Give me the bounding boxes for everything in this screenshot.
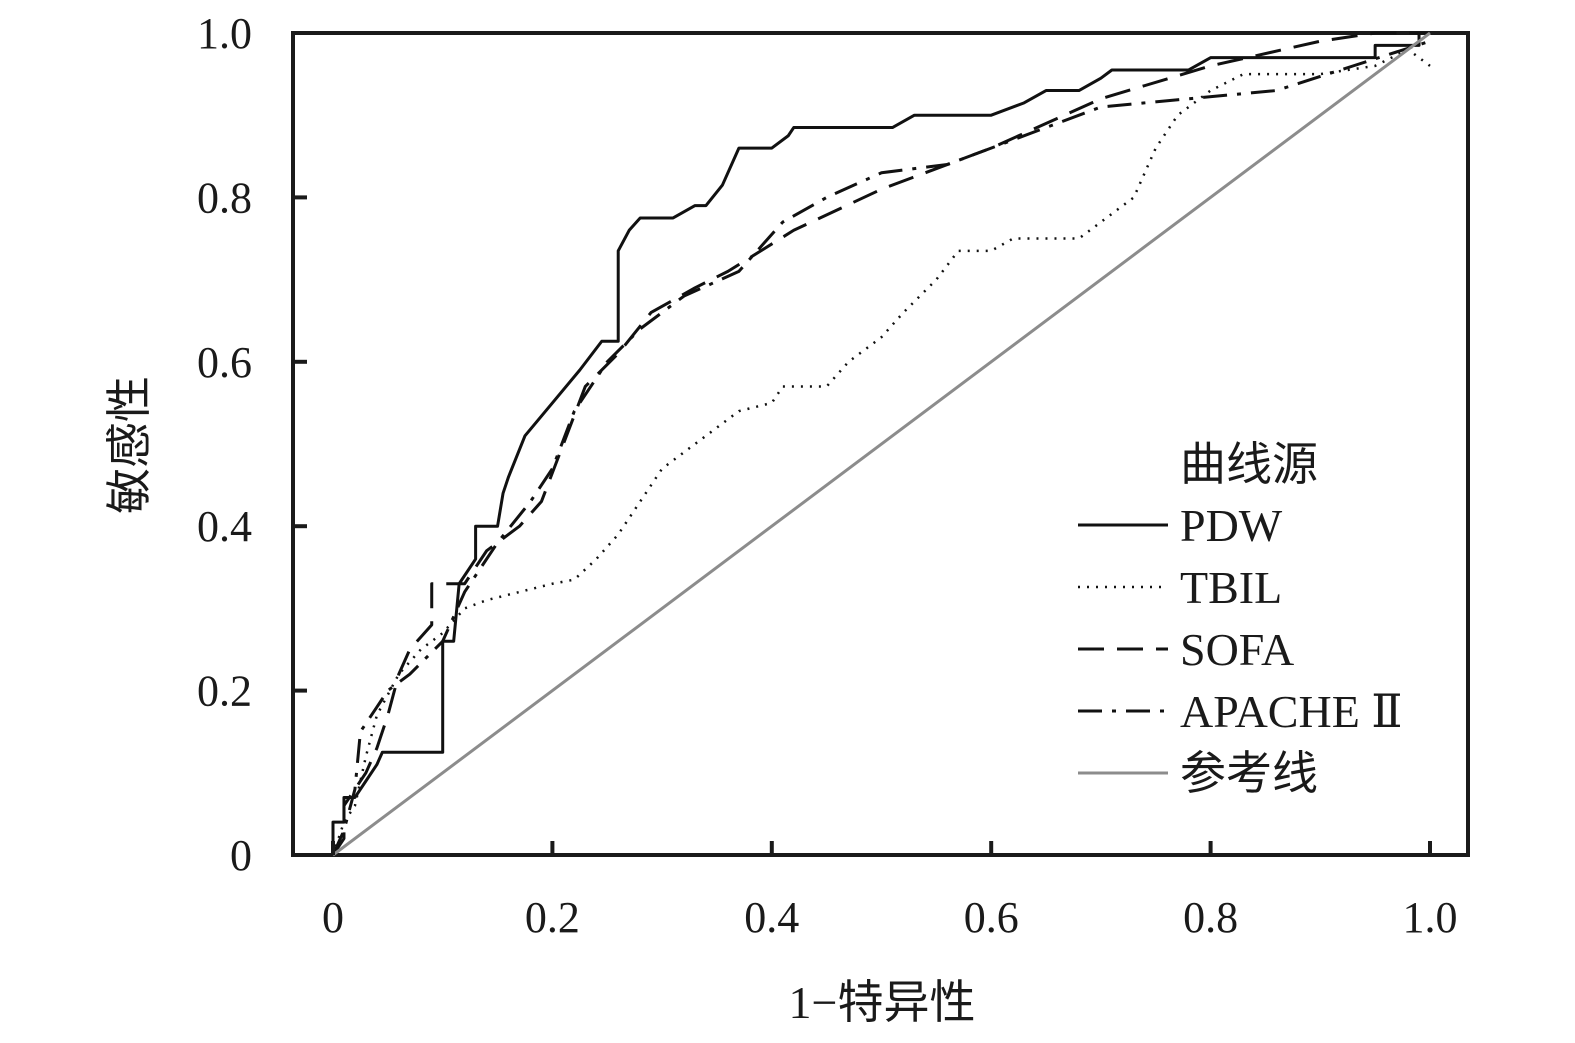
y-tick-label: 0.2 — [197, 667, 252, 716]
series-line-1 — [331, 48, 1431, 856]
x-tick-label: 0.6 — [964, 893, 1019, 942]
x-tick-label: 0 — [322, 893, 344, 942]
x-tick-label: 0.2 — [525, 893, 580, 942]
series-line-2 — [331, 31, 1430, 856]
legend-label-0: PDW — [1180, 500, 1283, 551]
series-line-0 — [331, 31, 1430, 855]
y-tick-label: 0.8 — [197, 173, 252, 222]
legend-label-2: SOFA — [1180, 624, 1294, 675]
x-tick-label: 1.0 — [1403, 893, 1458, 942]
legend-label-4: 参考线 — [1180, 748, 1318, 799]
legend-label-1: TBIL — [1180, 562, 1282, 613]
x-tick-label: 0.8 — [1183, 893, 1238, 942]
y-tick-label: 1.0 — [197, 9, 252, 58]
y-tick-label: 0.6 — [197, 338, 252, 387]
plot-frame — [291, 31, 1470, 857]
x-tick-label: 0.4 — [744, 893, 799, 942]
legend-label-3: APACHE Ⅱ — [1180, 686, 1403, 737]
y-tick-label: 0 — [230, 831, 252, 880]
y-tick-label: 0.4 — [197, 502, 252, 551]
series-line-3 — [331, 39, 1431, 856]
axis-ticks: 0 0 0.2 0.2 0.4 0.4 0.6 0.6 0.8 0.8 1.0 1.0 — [197, 9, 1458, 942]
y-axis-label: 敏感性 — [104, 376, 155, 514]
legend: 曲线源 PDW TBIL SOFA APACHE Ⅱ 参考线 — [1078, 439, 1403, 799]
x-axis-label: 1−特异性 — [789, 977, 976, 1028]
series-line-4 — [332, 31, 1431, 857]
legend-title: 曲线源 — [1180, 439, 1318, 490]
series-layer — [331, 31, 1431, 857]
